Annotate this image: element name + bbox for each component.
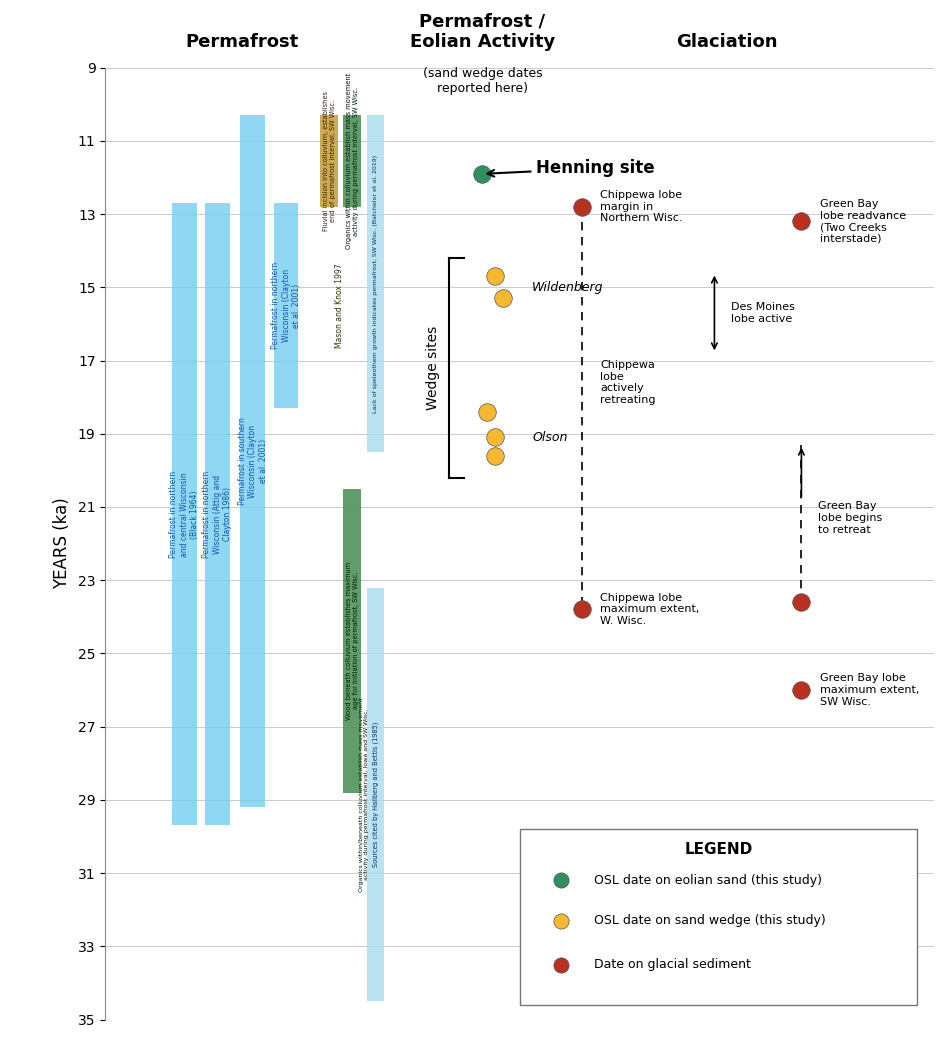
Text: Permafrost in northern
Wisconsin (Attig and
Clayton 1986): Permafrost in northern Wisconsin (Attig … xyxy=(202,470,233,558)
Point xyxy=(487,429,502,445)
Text: Green Bay lobe
maximum extent,
SW Wisc.: Green Bay lobe maximum extent, SW Wisc. xyxy=(820,674,919,706)
Text: Permafrost /
Eolian Activity: Permafrost / Eolian Activity xyxy=(410,13,555,51)
Bar xyxy=(344,489,362,793)
Text: Chippewa lobe
margin in
Northern Wisc.: Chippewa lobe margin in Northern Wisc. xyxy=(600,190,682,223)
Text: Wildenberg: Wildenberg xyxy=(532,281,604,294)
Text: Green Bay
lobe begins
to retreat: Green Bay lobe begins to retreat xyxy=(818,502,883,535)
FancyBboxPatch shape xyxy=(520,829,918,1005)
Text: OSL date on sand wedge (this study): OSL date on sand wedge (this study) xyxy=(594,914,826,927)
Text: Fluvial incision into colluvium, establishes
end of permafrost interval, SW Wisc: Fluvial incision into colluvium, establi… xyxy=(323,91,336,232)
Text: (sand wedge dates
reported here): (sand wedge dates reported here) xyxy=(422,67,542,95)
Text: Glaciation: Glaciation xyxy=(676,33,777,51)
Text: Chippewa
lobe
actively
retreating: Chippewa lobe actively retreating xyxy=(600,360,656,405)
Text: Henning site: Henning site xyxy=(488,160,655,177)
Text: Permafrost in southern
Wisconsin (Clayton
et al. 2001): Permafrost in southern Wisconsin (Clayto… xyxy=(238,417,268,505)
Text: Sources cited by Hallberg and Bettis (1985): Sources cited by Hallberg and Bettis (19… xyxy=(372,722,379,867)
Text: OSL date on eolian sand (this study): OSL date on eolian sand (this study) xyxy=(594,874,822,887)
Bar xyxy=(344,116,362,207)
Point xyxy=(495,290,511,307)
Text: Permafrost in northern
and central Wisconsin
(Black 1964): Permafrost in northern and central Wisco… xyxy=(169,470,199,558)
Bar xyxy=(172,203,196,825)
Bar xyxy=(367,587,383,1001)
Text: Des Moines
lobe active: Des Moines lobe active xyxy=(731,302,795,323)
Point xyxy=(793,593,809,610)
Text: Mason and Knox 1997: Mason and Knox 1997 xyxy=(335,263,344,348)
Point xyxy=(574,198,589,215)
Y-axis label: YEARS (ka): YEARS (ka) xyxy=(53,498,71,589)
Point xyxy=(793,682,809,699)
Text: Lack of speleothem growth indicates permafrost, SW Wisc. (Batchelor et al. 2019): Lack of speleothem growth indicates perm… xyxy=(373,154,378,413)
Text: Organics within colluvium establish mass movement
activity during permafrost int: Organics within colluvium establish mass… xyxy=(345,73,359,249)
Text: Organics within/beneath colluvium establish mass movement
activity during permaf: Organics within/beneath colluvium establ… xyxy=(359,697,369,892)
Text: Wedge sites: Wedge sites xyxy=(426,325,439,410)
Point xyxy=(487,268,502,285)
Point xyxy=(574,601,589,617)
Bar xyxy=(273,203,298,408)
Bar xyxy=(240,116,266,807)
Point xyxy=(553,872,568,889)
Text: Wood beneath colluvium establishes maximum
age for initiation of permafrost, SW : Wood beneath colluvium establishes maxim… xyxy=(345,561,359,720)
Text: Green Bay
lobe readvance
(Two Creeks
interstade): Green Bay lobe readvance (Two Creeks int… xyxy=(820,199,905,244)
Point xyxy=(793,213,809,229)
Bar xyxy=(320,116,338,207)
Bar xyxy=(367,116,383,452)
Point xyxy=(553,956,568,973)
Bar xyxy=(205,203,230,825)
Text: Chippewa lobe
maximum extent,
W. Wisc.: Chippewa lobe maximum extent, W. Wisc. xyxy=(600,592,699,626)
Text: LEGEND: LEGEND xyxy=(684,842,753,857)
Point xyxy=(479,404,494,420)
Text: Permafrost: Permafrost xyxy=(185,33,299,51)
Text: Permafrost in northern
Wisconsin (Clayton
et al. 2001): Permafrost in northern Wisconsin (Clayto… xyxy=(271,262,301,349)
Point xyxy=(553,913,568,929)
Point xyxy=(487,447,502,464)
Text: Date on glacial sediment: Date on glacial sediment xyxy=(594,959,752,971)
Point xyxy=(474,166,490,183)
Text: Olson: Olson xyxy=(532,431,568,444)
